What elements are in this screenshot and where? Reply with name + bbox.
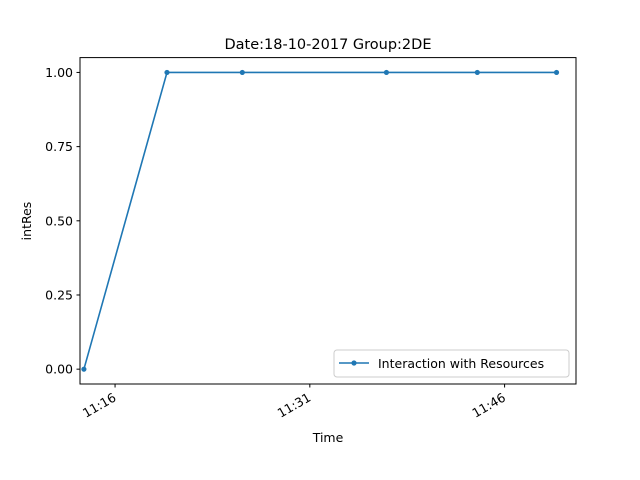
series-line <box>83 71 557 370</box>
y-tick-label: 0.25 <box>45 287 73 302</box>
data-point <box>474 69 480 76</box>
data-point <box>81 366 87 372</box>
chart-title: Date:18-10-2017 Group:2DE <box>224 37 431 53</box>
y-axis-label: intRes <box>19 202 34 241</box>
data-point <box>553 69 560 76</box>
plot-area <box>81 69 560 372</box>
y-tick-label: 0.75 <box>45 139 73 154</box>
data-point <box>383 69 390 76</box>
y-axis: 0.00 0.25 0.50 0.75 1.00 <box>45 65 80 377</box>
y-tick-label: 1.00 <box>45 65 73 80</box>
data-point <box>239 69 245 76</box>
legend-label-interaction-with-resources: Interaction with Resources <box>378 356 544 371</box>
legend-box <box>333 349 570 378</box>
x-axis-label: Time <box>312 430 344 445</box>
legend: Interaction with Resources <box>333 349 570 378</box>
data-point <box>164 69 170 76</box>
legend-marker-swatch <box>351 360 357 366</box>
y-tick-label: 0.00 <box>45 362 73 377</box>
y-tick-label: 0.50 <box>45 213 73 228</box>
